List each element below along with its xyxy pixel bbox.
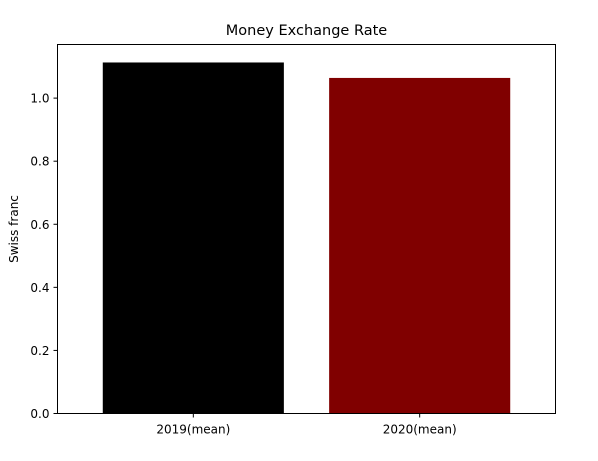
y-axis-label: Swiss franc — [7, 195, 21, 263]
bar-2019-mean — [102, 62, 284, 414]
plot-frame — [57, 44, 556, 414]
y-tick-label: 0.8 — [30, 155, 49, 169]
x-tick-label: 2020(mean) — [383, 423, 457, 437]
y-tick-label: 1.0 — [30, 92, 49, 106]
x-axis: 2019(mean) 2020(mean) — [156, 413, 457, 437]
y-tick-label: 0.4 — [30, 281, 49, 295]
y-tick-label: 0.6 — [30, 218, 49, 232]
chart-title: Money Exchange Rate — [226, 23, 387, 39]
y-tick-label: 0.0 — [30, 407, 49, 421]
y-axis: 0.0 0.2 0.4 0.6 0.8 1.0 — [30, 92, 58, 421]
bars-group — [102, 62, 511, 414]
x-tick-label: 2019(mean) — [156, 423, 230, 437]
y-tick-label: 0.2 — [30, 344, 49, 358]
bar-2020-mean — [329, 77, 511, 414]
